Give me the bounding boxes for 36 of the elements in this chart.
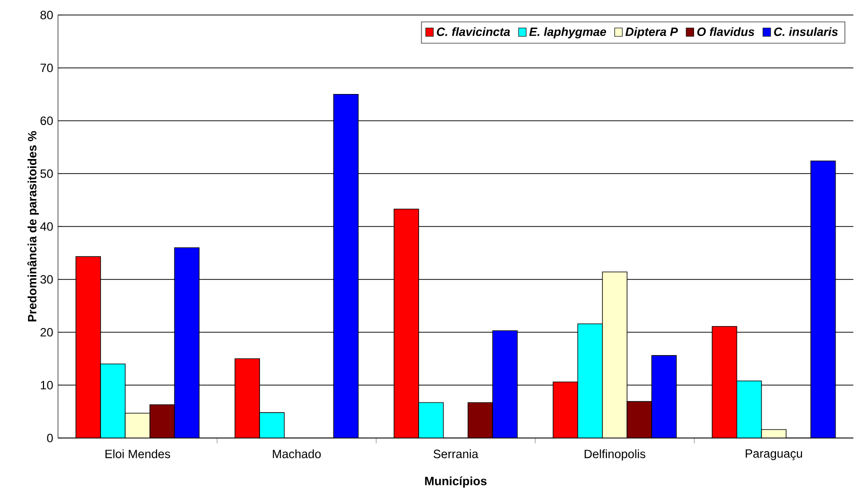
legend-label: Diptera P bbox=[625, 27, 678, 38]
legend-label: E. laphygmae bbox=[529, 27, 606, 38]
y-tick-label: 80 bbox=[40, 10, 53, 20]
y-tick-label: 0 bbox=[47, 434, 53, 442]
bar bbox=[602, 272, 628, 438]
bar bbox=[234, 358, 260, 438]
y-axis-title: Predominância de parasitoides % bbox=[27, 131, 39, 322]
bar bbox=[577, 323, 603, 438]
bar bbox=[626, 401, 652, 438]
y-tick-label: 20 bbox=[40, 328, 53, 337]
bar bbox=[552, 382, 578, 438]
x-tick-label: Paraguaçu bbox=[746, 449, 802, 460]
legend-label: C. insularis bbox=[774, 27, 838, 36]
legend-label: O flavidus bbox=[697, 27, 754, 36]
bar bbox=[418, 402, 444, 438]
legend-label: C. flavicincta bbox=[436, 27, 510, 36]
y-tick-label: 40 bbox=[40, 222, 53, 231]
bar bbox=[394, 208, 420, 438]
x-tick-label: Delfinopolis bbox=[584, 449, 646, 461]
bar bbox=[736, 380, 762, 438]
bar bbox=[259, 412, 285, 438]
y-tick-label: 30 bbox=[40, 275, 53, 284]
x-tick-label: Serrania bbox=[434, 449, 478, 458]
x-axis-title: Municípios bbox=[425, 476, 487, 488]
y-tick-label: 60 bbox=[40, 116, 53, 126]
bar bbox=[712, 326, 738, 438]
bar bbox=[150, 404, 175, 438]
y-tick-label: 10 bbox=[40, 380, 53, 390]
bar bbox=[468, 402, 493, 438]
x-tick-label: Eloi Mendes bbox=[106, 449, 170, 458]
bar bbox=[76, 256, 101, 438]
x-tick-label: Machado bbox=[272, 449, 321, 458]
y-tick-label: 50 bbox=[40, 169, 53, 178]
bar bbox=[100, 364, 126, 438]
y-tick-label: 70 bbox=[40, 64, 53, 72]
bar bbox=[124, 412, 150, 438]
